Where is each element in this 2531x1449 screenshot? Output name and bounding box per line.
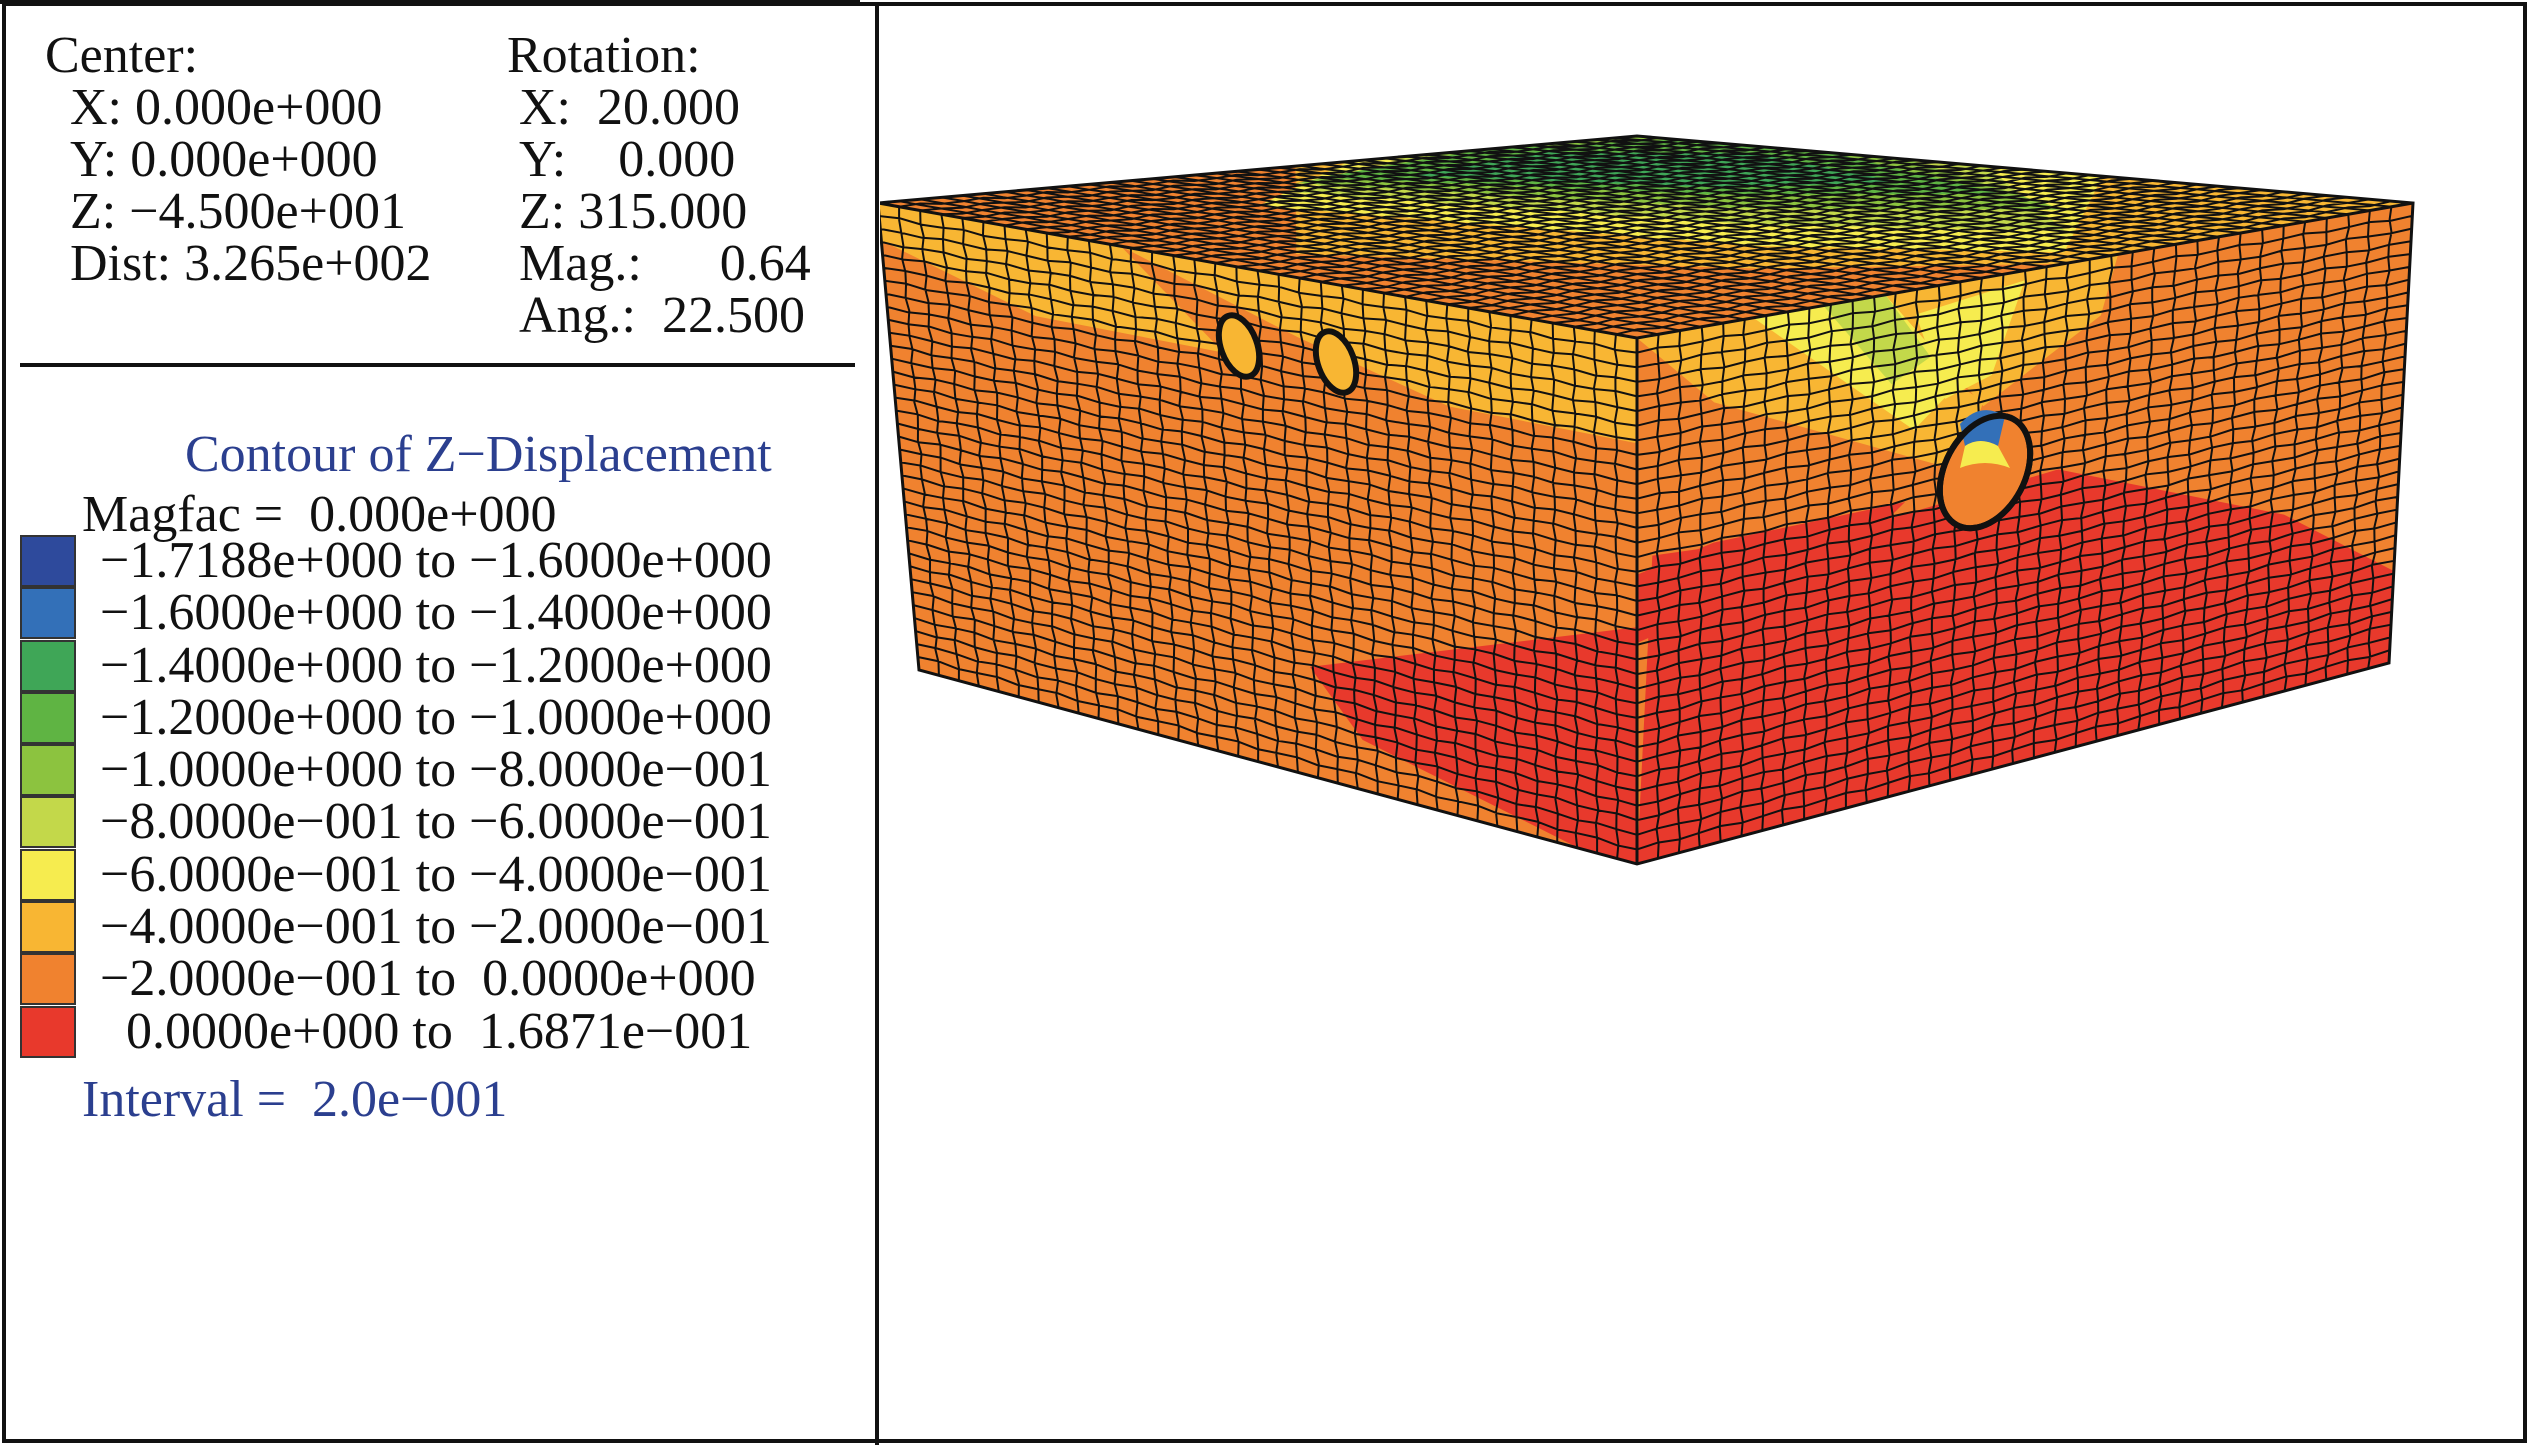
- center-label: Center:: [45, 27, 199, 84]
- legend-range-label: 0.0000e+000 to 1.6871e−001: [100, 1002, 753, 1060]
- rotation-mag: Mag.: 0.64: [519, 235, 811, 292]
- legend-range-label: −1.2000e+000 to −1.0000e+000: [100, 688, 772, 746]
- center-y: Y: 0.000e+000: [70, 131, 378, 188]
- legend-range-label: −6.0000e−001 to −4.0000e−001: [100, 845, 772, 903]
- center-z: Z: −4.500e+001: [70, 183, 406, 240]
- rotation-x: X: 20.000: [519, 79, 740, 136]
- legend-swatch: [20, 901, 76, 954]
- legend-range-label: −1.7188e+000 to −1.6000e+000: [100, 532, 772, 589]
- center-column: Center: X: 0.000e+000 Y: 0.000e+000 Z: −…: [45, 30, 432, 290]
- cube-outline: [880, 134, 2415, 866]
- magfac-line: Magfac = 0.000e+000: [82, 486, 557, 543]
- legend-swatch: [20, 691, 76, 744]
- legend-swatch: [20, 744, 76, 797]
- interval-line: Interval = 2.0e−001: [82, 1071, 508, 1128]
- rotation-ang: Ang.: 22.500: [519, 287, 805, 344]
- section-rule: [20, 363, 855, 367]
- legend-range-label: −2.0000e−001 to 0.0000e+000: [100, 950, 756, 1008]
- center-dist: Dist: 3.265e+002: [70, 235, 432, 292]
- right-face-band: [1637, 304, 1984, 471]
- legend-swatch: [20, 953, 76, 1006]
- legend-range-label: −1.0000e+000 to −8.0000e−001: [100, 741, 772, 799]
- left-face-band: [880, 203, 1224, 353]
- legend-swatch: [20, 535, 76, 587]
- legend-range-label: −1.6000e+000 to −1.4000e+000: [100, 584, 772, 642]
- legend-title: Contour of Z−Displacement: [185, 426, 772, 483]
- rotation-label: Rotation:: [507, 27, 701, 84]
- legend-swatch: [20, 587, 76, 640]
- model-viewport[interactable]: [880, 6, 2520, 1441]
- legend-range-label: −1.4000e+000 to −1.2000e+000: [100, 636, 772, 694]
- rotation-column: Rotation: X: 20.000 Y: 0.000 Z: 315.000 …: [507, 30, 811, 342]
- tunnel-opening-small: [1312, 328, 1360, 396]
- legend-swatch: [20, 1005, 76, 1058]
- tunnel-opening-rim: [1936, 412, 2034, 532]
- legend-range-label: −4.0000e−001 to −2.0000e−001: [100, 898, 772, 956]
- tunnel-yellow-zone: [1960, 441, 2010, 468]
- rotation-z: Z: 315.000: [519, 183, 748, 240]
- center-x: X: 0.000e+000: [70, 79, 383, 136]
- legend-swatch: [20, 639, 76, 692]
- tunnel-opening-small: [1215, 312, 1263, 380]
- legend-swatch: [20, 848, 76, 901]
- displacement-mesh-cube: [880, 134, 2415, 866]
- top-rule: [0, 0, 860, 4]
- rotation-y: Y: 0.000: [519, 131, 736, 188]
- legend-range-label: −8.0000e−001 to −6.0000e−001: [100, 793, 772, 851]
- panel-divider: [875, 2, 879, 1445]
- legend-swatch: [20, 796, 76, 849]
